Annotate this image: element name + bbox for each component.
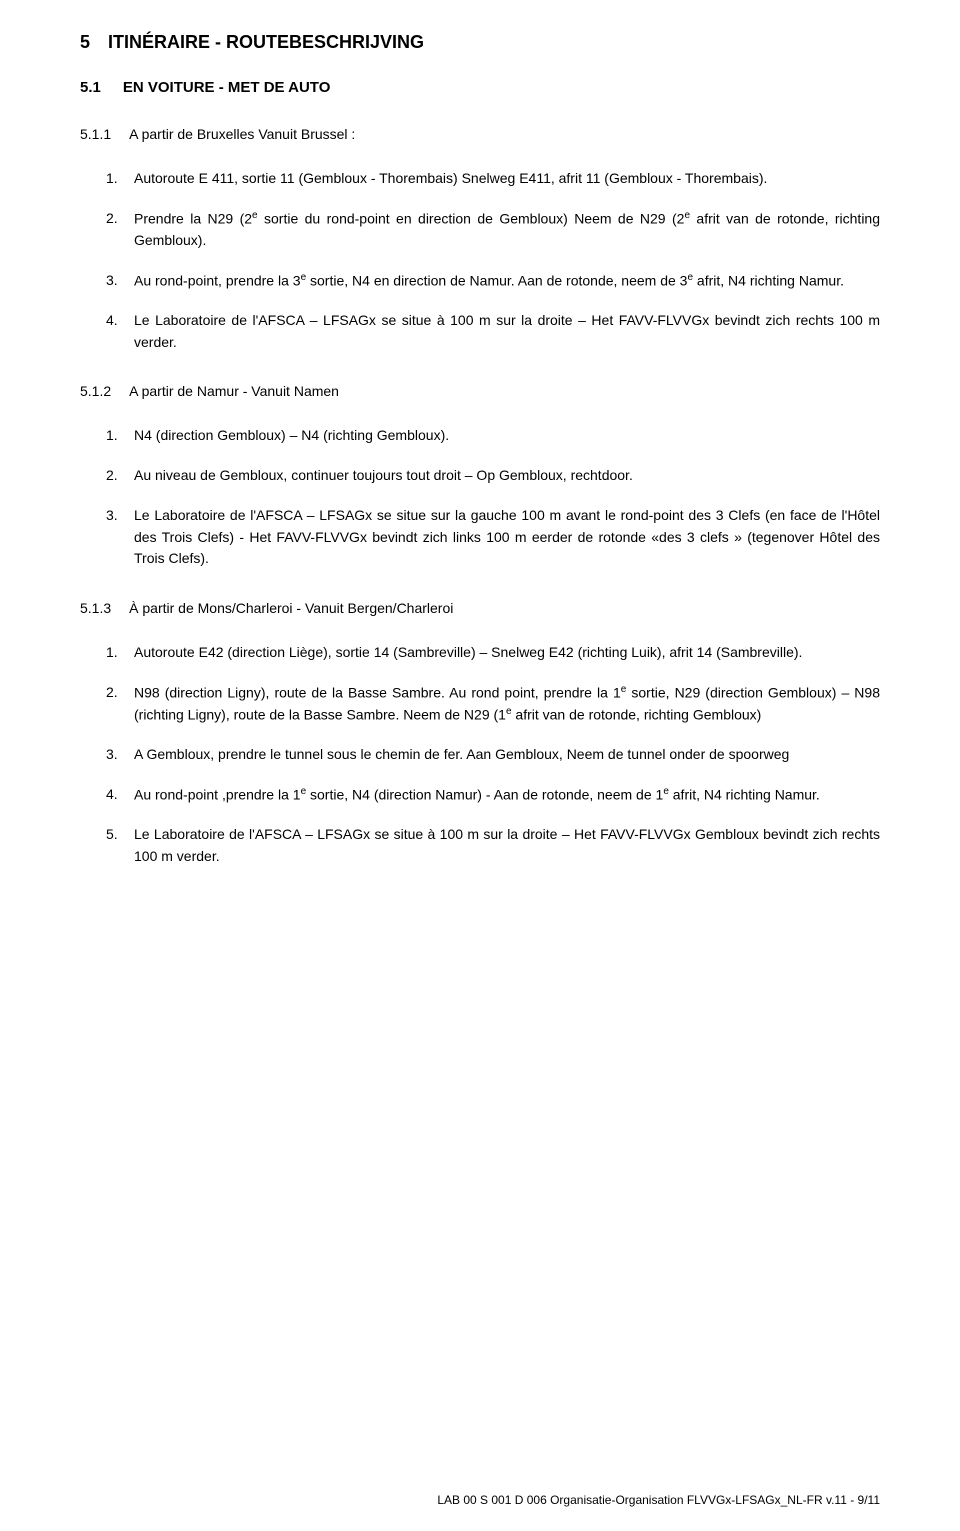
heading-1: 5 ITINÉRAIRE - ROUTEBESCHRIJVING	[80, 32, 880, 53]
list-item: 4. Le Laboratoire de l'AFSCA – LFSAGx se …	[106, 310, 880, 353]
list-item-text: Le Laboratoire de l'AFSCA – LFSAGx se si…	[134, 310, 880, 353]
list-item-text: Le Laboratoire de l'AFSCA – LFSAGx se si…	[134, 824, 880, 867]
page: 5 ITINÉRAIRE - ROUTEBESCHRIJVING 5.1 EN …	[0, 0, 960, 1531]
heading-3-number: 5.1.2	[80, 383, 111, 399]
list-item-number: 4.	[106, 310, 122, 353]
heading-2-title: EN VOITURE - MET DE AUTO	[123, 79, 331, 96]
list-item: 1. N4 (direction Gembloux) – N4 (richting…	[106, 425, 880, 447]
heading-3-title: À partir de Mons/Charleroi - Vanuit Berg…	[129, 600, 453, 616]
list-item: 3. Au rond-point, prendre la 3e sortie, N…	[106, 270, 880, 292]
list-item-number: 2.	[106, 465, 122, 487]
list-item-number: 5.	[106, 824, 122, 867]
list-item-text: N4 (direction Gembloux) – N4 (richting G…	[134, 425, 880, 447]
list-item-text: Prendre la N29 (2e sortie du rond-point …	[134, 208, 880, 252]
list-item: 1. Autoroute E42 (direction Liège), sorti…	[106, 642, 880, 664]
heading-3-number: 5.1.3	[80, 600, 111, 616]
list-item-number: 3.	[106, 270, 122, 292]
heading-3: 5.1.2 A partir de Namur - Vanuit Namen	[80, 383, 880, 399]
heading-2-number: 5.1	[80, 79, 101, 96]
list-item-number: 2.	[106, 682, 122, 727]
ordered-list: 1. Autoroute E42 (direction Liège), sorti…	[80, 642, 880, 868]
page-footer: LAB 00 S 001 D 006 Organisatie-Organisat…	[437, 1493, 880, 1507]
list-item-number: 3.	[106, 744, 122, 766]
ordered-list: 1. N4 (direction Gembloux) – N4 (richting…	[80, 425, 880, 569]
list-item-text: A Gembloux, prendre le tunnel sous le ch…	[134, 744, 880, 766]
heading-1-number: 5	[80, 32, 90, 53]
list-item: 1. Autoroute E 411, sortie 11 (Gembloux -…	[106, 168, 880, 190]
list-item-number: 1.	[106, 168, 122, 190]
list-item: 4. Au rond-point ,prendre la 1e sortie, N…	[106, 784, 880, 806]
list-item-text: Au rond-point ,prendre la 1e sortie, N4 …	[134, 784, 880, 806]
heading-3-title: A partir de Namur - Vanuit Namen	[129, 383, 339, 399]
heading-3: 5.1.1 A partir de Bruxelles Vanuit Brusse…	[80, 126, 880, 142]
list-item-text: Le Laboratoire de l'AFSCA – LFSAGx se si…	[134, 505, 880, 570]
list-item-text: Autoroute E42 (direction Liège), sortie …	[134, 642, 880, 664]
heading-3-number: 5.1.1	[80, 126, 111, 142]
list-item-number: 1.	[106, 642, 122, 664]
list-item-text: Au rond-point, prendre la 3e sortie, N4 …	[134, 270, 880, 292]
list-item-number: 2.	[106, 208, 122, 252]
list-item: 2. Prendre la N29 (2e sortie du rond-poin…	[106, 208, 880, 252]
list-item-text: Au niveau de Gembloux, continuer toujour…	[134, 465, 880, 487]
list-item-text: Autoroute E 411, sortie 11 (Gembloux - T…	[134, 168, 880, 190]
list-item-text: N98 (direction Ligny), route de la Basse…	[134, 682, 880, 727]
heading-3-title: A partir de Bruxelles Vanuit Brussel :	[129, 126, 355, 142]
list-item: 3.Le Laboratoire de l'AFSCA – LFSAGx se …	[106, 505, 880, 570]
list-item-number: 1.	[106, 425, 122, 447]
list-item: 5. Le Laboratoire de l'AFSCA – LFSAGx se …	[106, 824, 880, 867]
heading-2: 5.1 EN VOITURE - MET DE AUTO	[80, 79, 880, 96]
list-item: 2. Au niveau de Gembloux, continuer toujo…	[106, 465, 880, 487]
heading-1-title: ITINÉRAIRE - ROUTEBESCHRIJVING	[108, 32, 424, 53]
heading-3: 5.1.3 À partir de Mons/Charleroi - Vanuit…	[80, 600, 880, 616]
list-item-number: 3.	[106, 505, 122, 570]
list-item: 2. N98 (direction Ligny), route de la Bas…	[106, 682, 880, 727]
list-item: 3. A Gembloux, prendre le tunnel sous le …	[106, 744, 880, 766]
ordered-list: 1. Autoroute E 411, sortie 11 (Gembloux -…	[80, 168, 880, 353]
sections-container: 5.1.1 A partir de Bruxelles Vanuit Brusse…	[80, 126, 880, 868]
list-item-number: 4.	[106, 784, 122, 806]
